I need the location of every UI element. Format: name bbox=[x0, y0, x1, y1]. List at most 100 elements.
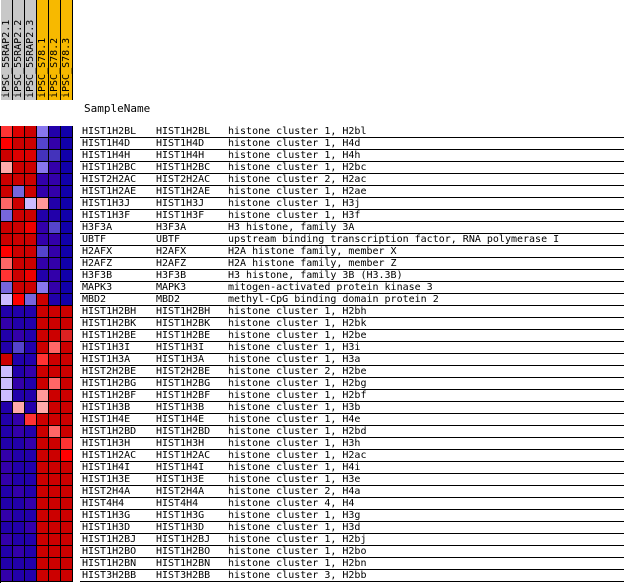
gene-id[interactable]: HIST1H4I bbox=[82, 462, 131, 473]
gene-id[interactable]: HIST1H2BG bbox=[82, 378, 137, 389]
gene-description[interactable]: histone cluster 1, H2bo bbox=[228, 546, 367, 557]
gene-description[interactable]: histone cluster 3, H2bb bbox=[228, 570, 367, 581]
gene-description[interactable]: histone cluster 1, H3a bbox=[228, 354, 361, 365]
gene-id[interactable]: MAPK3 bbox=[82, 282, 113, 293]
gene-id[interactable]: HIST2H4A bbox=[82, 486, 131, 497]
gene-description[interactable]: histone cluster 1, H3g bbox=[228, 510, 361, 521]
gene-description[interactable]: histone cluster 1, H2bn bbox=[228, 558, 367, 569]
gene-description[interactable]: histone cluster 1, H2be bbox=[228, 330, 367, 341]
gene-symbol[interactable]: HIST1H4H bbox=[156, 150, 205, 161]
gene-description[interactable]: H3 histone, family 3A bbox=[228, 222, 355, 233]
gene-symbol[interactable]: HIST1H3A bbox=[156, 354, 205, 365]
gene-id[interactable]: HIST1H3F bbox=[82, 210, 131, 221]
gene-description[interactable]: H2A histone family, member Z bbox=[228, 258, 397, 269]
gene-id[interactable]: HIST1H3H bbox=[82, 438, 131, 449]
gene-symbol[interactable]: HIST1H2BD bbox=[156, 426, 211, 437]
gene-description[interactable]: mitogen-activated protein kinase 3 bbox=[228, 282, 433, 293]
gene-symbol[interactable]: HIST4H4 bbox=[156, 498, 199, 509]
gene-id[interactable]: HIST1H2BJ bbox=[82, 534, 137, 545]
gene-id[interactable]: UBTF bbox=[82, 234, 107, 245]
gene-symbol[interactable]: HIST2H2AC bbox=[156, 174, 211, 185]
gene-id[interactable]: HIST1H4D bbox=[82, 138, 131, 149]
gene-symbol[interactable]: UBTF bbox=[156, 234, 181, 245]
gene-id[interactable]: HIST1H3D bbox=[82, 522, 131, 533]
gene-symbol[interactable]: H2AFX bbox=[156, 246, 187, 257]
gene-symbol[interactable]: HIST1H4E bbox=[156, 414, 205, 425]
gene-symbol[interactable]: HIST1H3D bbox=[156, 522, 205, 533]
gene-symbol[interactable]: MBD2 bbox=[156, 294, 181, 305]
gene-id[interactable]: HIST1H3G bbox=[82, 510, 131, 521]
gene-symbol[interactable]: HIST1H3G bbox=[156, 510, 205, 521]
gene-symbol[interactable]: HIST1H4I bbox=[156, 462, 205, 473]
gene-description[interactable]: histone cluster 1, H4e bbox=[228, 414, 361, 425]
gene-description[interactable]: histone cluster 1, H3d bbox=[228, 522, 361, 533]
gene-id[interactable]: H3F3A bbox=[82, 222, 113, 233]
gene-id[interactable]: H3F3B bbox=[82, 270, 113, 281]
gene-symbol[interactable]: HIST1H2BG bbox=[156, 378, 211, 389]
gene-symbol[interactable]: H3F3A bbox=[156, 222, 187, 233]
gene-description[interactable]: histone cluster 1, H3h bbox=[228, 438, 361, 449]
gene-symbol[interactable]: HIST1H2AE bbox=[156, 186, 211, 197]
gene-description[interactable]: histone cluster 1, H2bf bbox=[228, 390, 367, 401]
gene-symbol[interactable]: HIST1H3J bbox=[156, 198, 205, 209]
gene-id[interactable]: MBD2 bbox=[82, 294, 107, 305]
gene-id[interactable]: HIST1H2BC bbox=[82, 162, 137, 173]
gene-id[interactable]: HIST1H2BO bbox=[82, 546, 137, 557]
gene-id[interactable]: HIST1H2BK bbox=[82, 318, 137, 329]
gene-description[interactable]: histone cluster 1, H3e bbox=[228, 474, 361, 485]
gene-id[interactable]: HIST1H2BH bbox=[82, 306, 137, 317]
gene-id[interactable]: HIST1H4E bbox=[82, 414, 131, 425]
gene-id[interactable]: HIST1H2AE bbox=[82, 186, 137, 197]
gene-description[interactable]: histone cluster 1, H3i bbox=[228, 342, 361, 353]
gene-symbol[interactable]: HIST1H2BN bbox=[156, 558, 211, 569]
gene-symbol[interactable]: HIST1H3F bbox=[156, 210, 205, 221]
gene-description[interactable]: histone cluster 1, H3b bbox=[228, 402, 361, 413]
gene-symbol[interactable]: HIST1H2AC bbox=[156, 450, 211, 461]
gene-symbol[interactable]: HIST1H4D bbox=[156, 138, 205, 149]
gene-description[interactable]: histone cluster 1, H2bc bbox=[228, 162, 367, 173]
gene-id[interactable]: HIST1H2BN bbox=[82, 558, 137, 569]
gene-description[interactable]: histone cluster 2, H2be bbox=[228, 366, 367, 377]
gene-description[interactable]: histone cluster 1, H3f bbox=[228, 210, 361, 221]
gene-symbol[interactable]: HIST1H3H bbox=[156, 438, 205, 449]
gene-symbol[interactable]: HIST1H2BF bbox=[156, 390, 211, 401]
gene-symbol[interactable]: MAPK3 bbox=[156, 282, 187, 293]
gene-id[interactable]: HIST1H3J bbox=[82, 198, 131, 209]
gene-description[interactable]: histone cluster 1, H2ae bbox=[228, 186, 367, 197]
gene-description[interactable]: histone cluster 1, H2bd bbox=[228, 426, 367, 437]
gene-description[interactable]: histone cluster 1, H2bh bbox=[228, 306, 367, 317]
gene-id[interactable]: HIST1H2BF bbox=[82, 390, 137, 401]
gene-id[interactable]: HIST1H2BD bbox=[82, 426, 137, 437]
gene-description[interactable]: histone cluster 1, H2bj bbox=[228, 534, 367, 545]
gene-symbol[interactable]: H2AFZ bbox=[156, 258, 187, 269]
gene-description[interactable]: histone cluster 1, H2bl bbox=[228, 126, 367, 137]
gene-description[interactable]: histone cluster 1, H4i bbox=[228, 462, 361, 473]
gene-symbol[interactable]: HIST1H2BE bbox=[156, 330, 211, 341]
gene-id[interactable]: HIST2H2BE bbox=[82, 366, 137, 377]
gene-description[interactable]: methyl-CpG binding domain protein 2 bbox=[228, 294, 439, 305]
gene-description[interactable]: histone cluster 1, H2ac bbox=[228, 450, 367, 461]
gene-description[interactable]: histone cluster 1, H3j bbox=[228, 198, 361, 209]
gene-symbol[interactable]: HIST1H2BC bbox=[156, 162, 211, 173]
gene-symbol[interactable]: HIST1H3I bbox=[156, 342, 205, 353]
gene-id[interactable]: HIST3H2BB bbox=[82, 570, 137, 581]
gene-description[interactable]: histone cluster 1, H4d bbox=[228, 138, 361, 149]
gene-id[interactable]: HIST1H4H bbox=[82, 150, 131, 161]
gene-id[interactable]: HIST1H3A bbox=[82, 354, 131, 365]
gene-symbol[interactable]: HIST2H2BE bbox=[156, 366, 211, 377]
gene-symbol[interactable]: HIST3H2BB bbox=[156, 570, 211, 581]
gene-id[interactable]: HIST1H2BL bbox=[82, 126, 137, 137]
gene-id[interactable]: HIST1H3B bbox=[82, 402, 131, 413]
gene-symbol[interactable]: HIST1H3B bbox=[156, 402, 205, 413]
gene-symbol[interactable]: HIST1H2BK bbox=[156, 318, 211, 329]
gene-symbol[interactable]: HIST1H2BJ bbox=[156, 534, 211, 545]
gene-symbol[interactable]: HIST2H4A bbox=[156, 486, 205, 497]
gene-description[interactable]: H2A histone family, member X bbox=[228, 246, 397, 257]
gene-description[interactable]: upstream binding transcription factor, R… bbox=[228, 234, 560, 245]
gene-symbol[interactable]: HIST1H2BH bbox=[156, 306, 211, 317]
gene-symbol[interactable]: HIST1H2BL bbox=[156, 126, 211, 137]
gene-id[interactable]: HIST1H3E bbox=[82, 474, 131, 485]
gene-description[interactable]: histone cluster 1, H4h bbox=[228, 150, 361, 161]
gene-description[interactable]: histone cluster 4, H4 bbox=[228, 498, 355, 509]
gene-id[interactable]: HIST4H4 bbox=[82, 498, 125, 509]
